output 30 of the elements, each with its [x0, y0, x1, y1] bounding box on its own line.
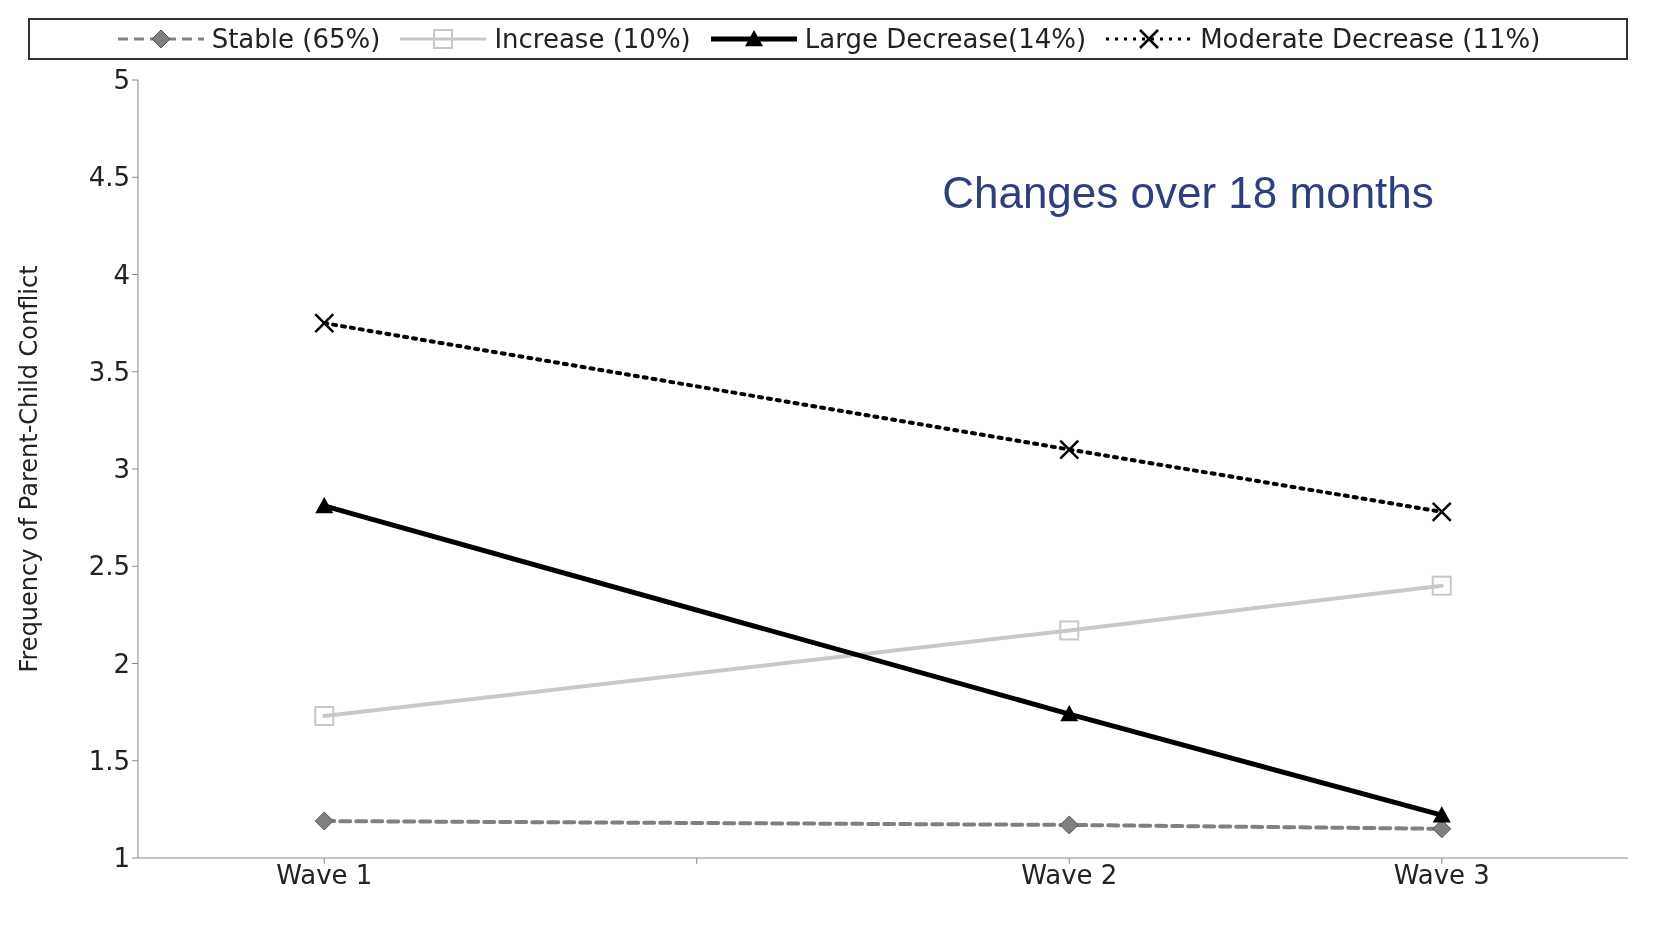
point: [1059, 620, 1080, 641]
y-tick-label: 1: [113, 843, 130, 874]
y-tick-label: 1.5: [88, 745, 130, 776]
y-tick-label: 3: [113, 454, 130, 485]
point: [1060, 705, 1079, 722]
x-tick-label: Wave 3: [1393, 860, 1490, 891]
legend-label: Moderate Decrease (11%): [1199, 24, 1541, 54]
point: [314, 312, 335, 334]
point: [1059, 439, 1080, 460]
x-tick-label: Wave 1: [276, 860, 373, 891]
legend-label: Stable (65%): [210, 24, 381, 54]
point: [315, 496, 334, 514]
point: [314, 706, 335, 727]
point: [314, 811, 334, 831]
point: [1431, 575, 1452, 596]
y-tick-label: 2: [113, 648, 130, 679]
legend-label: Large Decrease(14%): [803, 24, 1087, 54]
point: [1431, 501, 1452, 523]
y-tick-label: 3.5: [88, 356, 130, 387]
y-tick-label: 5: [113, 65, 130, 96]
y-tick-label: 4.5: [88, 162, 130, 193]
point: [1432, 819, 1452, 839]
legend-label: Increase (10%): [493, 24, 691, 54]
y-tick-label: 4: [113, 259, 130, 290]
annotation: Changes over 18 months: [942, 168, 1434, 217]
y-tick-label: 2.5: [88, 551, 130, 582]
point: [1432, 806, 1451, 823]
point: [1059, 815, 1079, 835]
y-axis-title: Frequency of Parent-Child Conflict: [14, 265, 43, 673]
x-tick-label: Wave 2: [1021, 860, 1118, 891]
